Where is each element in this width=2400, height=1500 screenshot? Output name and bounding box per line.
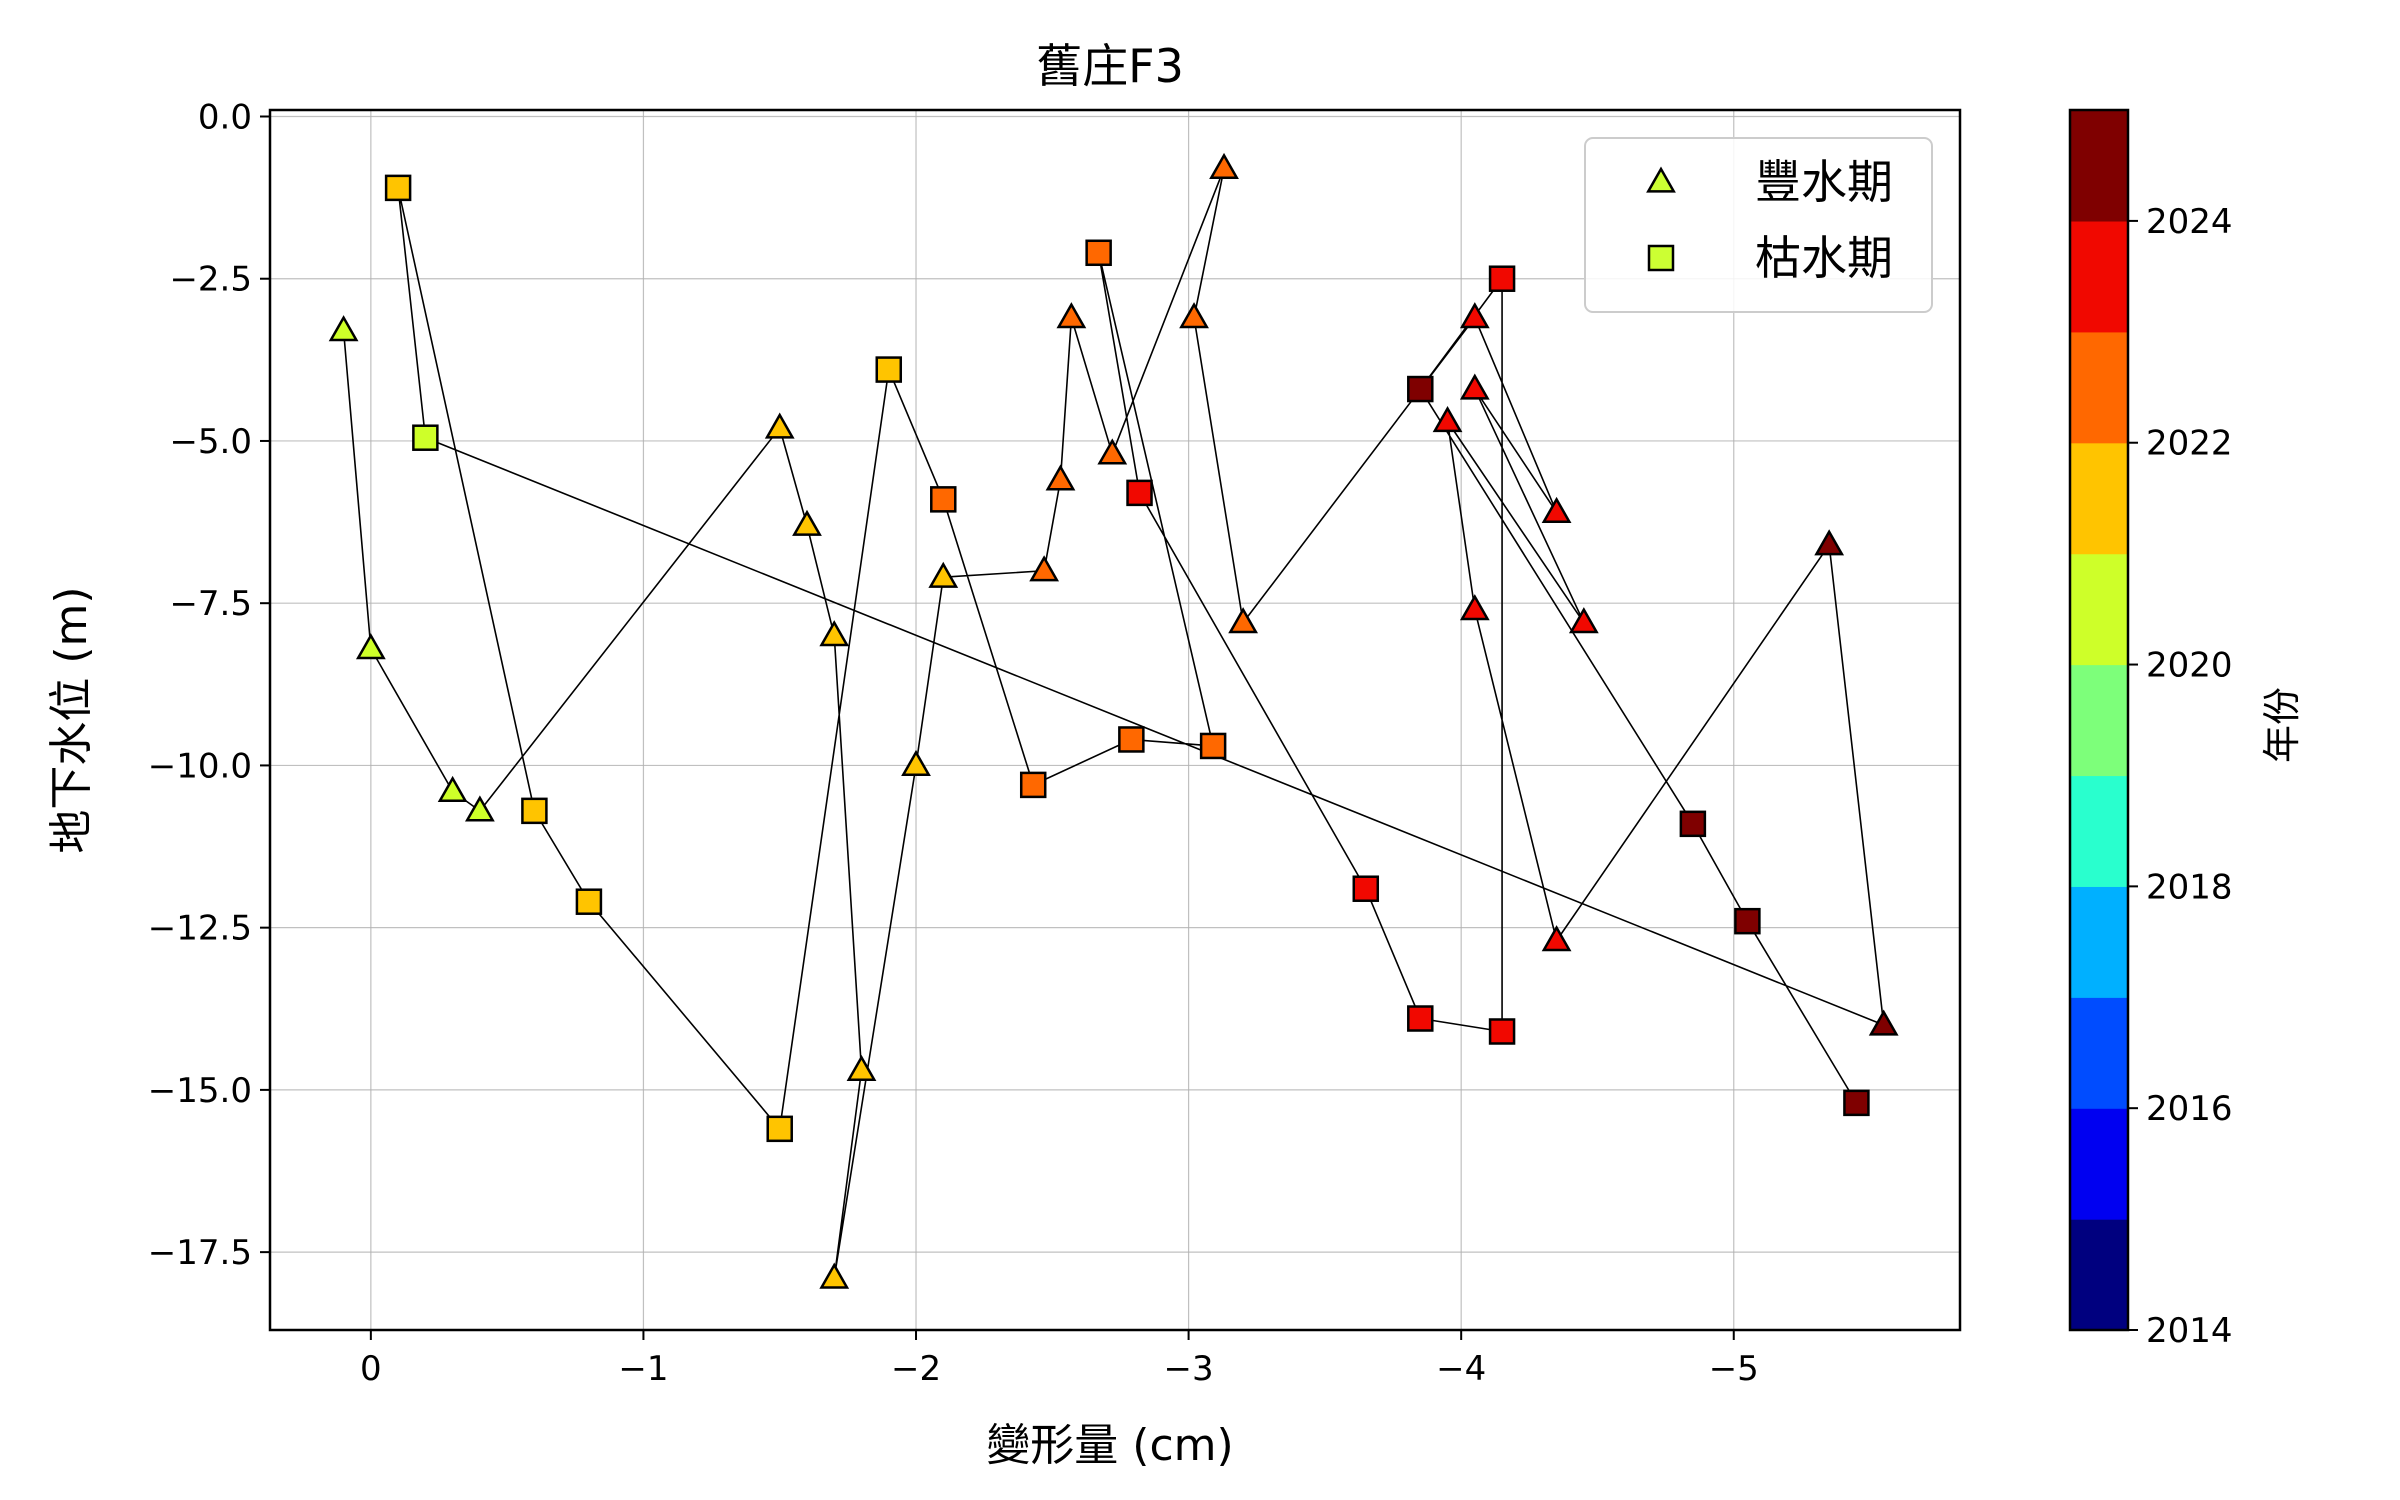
y-tick-label: −15.0	[148, 1071, 252, 1111]
y-tick-label: 0.0	[198, 97, 252, 137]
square-point	[875, 356, 903, 383]
colorbar-tick-label: 2016	[2146, 1089, 2233, 1129]
triangle-point	[1541, 925, 1572, 952]
triangle-point	[328, 315, 359, 342]
colorbar-segment	[2070, 110, 2128, 222]
triangle-point	[1868, 1009, 1899, 1036]
square-point	[1118, 726, 1145, 753]
square-point	[1199, 732, 1227, 760]
triangle-point	[437, 775, 468, 802]
x-tick-label: 0	[360, 1349, 382, 1389]
connection-lines	[342, 167, 1885, 1279]
triangle-point	[1097, 438, 1128, 465]
colorbar-tick-label: 2022	[2146, 424, 2233, 464]
y-tick-label: −7.5	[169, 584, 252, 624]
square-point	[1407, 1005, 1434, 1032]
triangle-point	[1459, 594, 1490, 621]
triangle-point	[1209, 152, 1239, 180]
colorbar-segment	[2070, 997, 2128, 1109]
square-point	[766, 1115, 793, 1143]
square-point	[384, 174, 412, 202]
colorbar-segment	[2070, 220, 2128, 333]
square-point	[1019, 771, 1047, 799]
triangle-point	[1056, 302, 1087, 329]
square-point	[1488, 265, 1516, 292]
square-point	[1352, 875, 1380, 902]
legend-label: 豐水期	[1755, 155, 1893, 209]
square-point	[412, 424, 439, 451]
triangle-point	[792, 509, 822, 536]
triangle-point	[819, 1262, 850, 1289]
x-tick-label: −2	[891, 1349, 941, 1389]
triangle-point	[928, 561, 959, 588]
grid	[270, 110, 1960, 1330]
y-tick-label: −12.5	[148, 909, 252, 949]
x-tick-label: −4	[1436, 1349, 1486, 1389]
triangle-point	[1541, 496, 1572, 523]
triangle-point	[1045, 464, 1076, 491]
y-tick-label: −2.5	[169, 260, 252, 300]
colorbar-segment	[2070, 1108, 2128, 1220]
colorbar: 2014 2016 2018 2020 2022 2024	[2068, 108, 2233, 1351]
square-point	[1843, 1089, 1870, 1117]
triangle-point	[1228, 607, 1259, 634]
x-tick-label: −1	[618, 1349, 668, 1389]
triangle-point	[1459, 373, 1490, 400]
square-point	[1734, 907, 1761, 935]
triangle-point	[464, 795, 495, 822]
triangle-point	[846, 1054, 877, 1082]
square-point	[1407, 375, 1434, 403]
triangle-point	[1568, 607, 1599, 634]
triangle-point	[819, 620, 850, 647]
colorbar-tick-label: 2024	[2146, 202, 2233, 242]
triangle-point	[1814, 529, 1845, 556]
square-point	[575, 888, 603, 915]
legend-label: 枯水期	[1755, 231, 1893, 285]
x-axis-ticks: 0 −1 −2 −3 −4 −5	[360, 1330, 1759, 1389]
triangle-point	[1029, 555, 1060, 582]
colorbar-frame	[2068, 108, 2130, 1332]
colorbar-segment	[2070, 664, 2128, 777]
plot-frame	[268, 108, 1962, 1332]
triangle-point	[355, 633, 386, 660]
y-axis-label: 地下水位 (m)	[46, 586, 97, 853]
triangle-point	[764, 412, 795, 439]
square-point	[1126, 479, 1153, 507]
chart-title: 舊庄F3	[1036, 39, 1184, 93]
square-point	[930, 486, 957, 513]
y-tick-label: −5.0	[169, 422, 252, 462]
colorbar-segment	[2070, 553, 2128, 666]
colorbar-segment	[2070, 886, 2128, 998]
x-tick-label: −3	[1164, 1349, 1214, 1389]
square-point	[521, 797, 548, 825]
square-point	[1679, 810, 1707, 838]
colorbar-segment	[2070, 775, 2128, 887]
y-axis-ticks: 0.0 −2.5 −5.0 −7.5 −10.0 −12.5 −15.0 −17.5	[148, 97, 270, 1273]
legend-marker-triangle	[1646, 166, 1676, 193]
triangle-point	[1459, 302, 1490, 329]
colorbar-tick-label: 2014	[2146, 1311, 2233, 1351]
y-tick-label: −10.0	[148, 746, 252, 786]
colorbar-label: 年份	[2260, 687, 2304, 763]
triangle-point	[1432, 405, 1463, 433]
x-tick-label: −5	[1709, 1349, 1759, 1389]
colorbar-tick-label: 2018	[2146, 867, 2233, 907]
data-markers	[328, 152, 1899, 1289]
square-point	[1488, 1018, 1516, 1045]
x-axis-label: 變形量 (cm)	[986, 1420, 1233, 1471]
triangle-point	[1179, 302, 1209, 329]
colorbar-segment	[2070, 1219, 2128, 1331]
colorbar-tick-label: 2020	[2146, 646, 2233, 686]
connection-line	[342, 167, 1885, 1279]
legend-marker-square	[1647, 244, 1675, 272]
square-point	[1085, 239, 1112, 267]
triangle-point	[901, 749, 931, 777]
colorbar-segment	[2070, 331, 2128, 444]
colorbar-segment	[2070, 442, 2128, 555]
y-tick-label: −17.5	[148, 1233, 252, 1273]
